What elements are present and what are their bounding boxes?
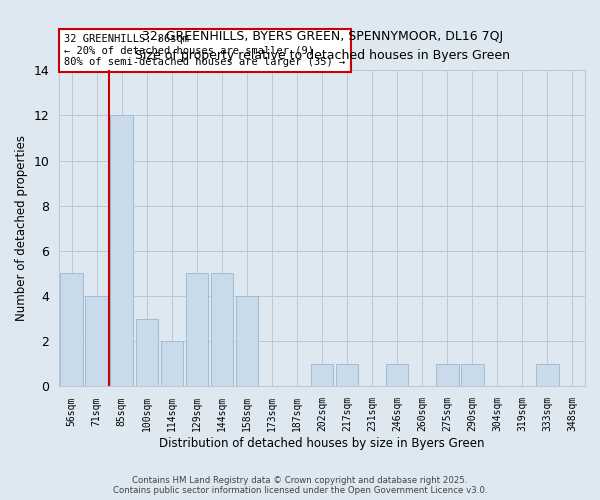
Title: 32, GREENHILLS, BYERS GREEN, SPENNYMOOR, DL16 7QJ
Size of property relative to d: 32, GREENHILLS, BYERS GREEN, SPENNYMOOR,…	[134, 30, 509, 62]
Y-axis label: Number of detached properties: Number of detached properties	[15, 136, 28, 322]
Bar	[386, 364, 409, 386]
Bar	[536, 364, 559, 386]
Bar	[185, 274, 208, 386]
Text: 32 GREENHILLS: 86sqm
← 20% of detached houses are smaller (9)
80% of semi-detach: 32 GREENHILLS: 86sqm ← 20% of detached h…	[64, 34, 346, 67]
Text: Contains HM Land Registry data © Crown copyright and database right 2025.
Contai: Contains HM Land Registry data © Crown c…	[113, 476, 487, 495]
Bar	[110, 116, 133, 386]
Bar	[436, 364, 458, 386]
X-axis label: Distribution of detached houses by size in Byers Green: Distribution of detached houses by size …	[160, 437, 485, 450]
Bar	[211, 274, 233, 386]
Bar	[236, 296, 258, 386]
Bar	[461, 364, 484, 386]
Bar	[161, 342, 183, 386]
Bar	[311, 364, 334, 386]
Bar	[336, 364, 358, 386]
Bar	[136, 318, 158, 386]
Bar	[61, 274, 83, 386]
Bar	[85, 296, 108, 386]
